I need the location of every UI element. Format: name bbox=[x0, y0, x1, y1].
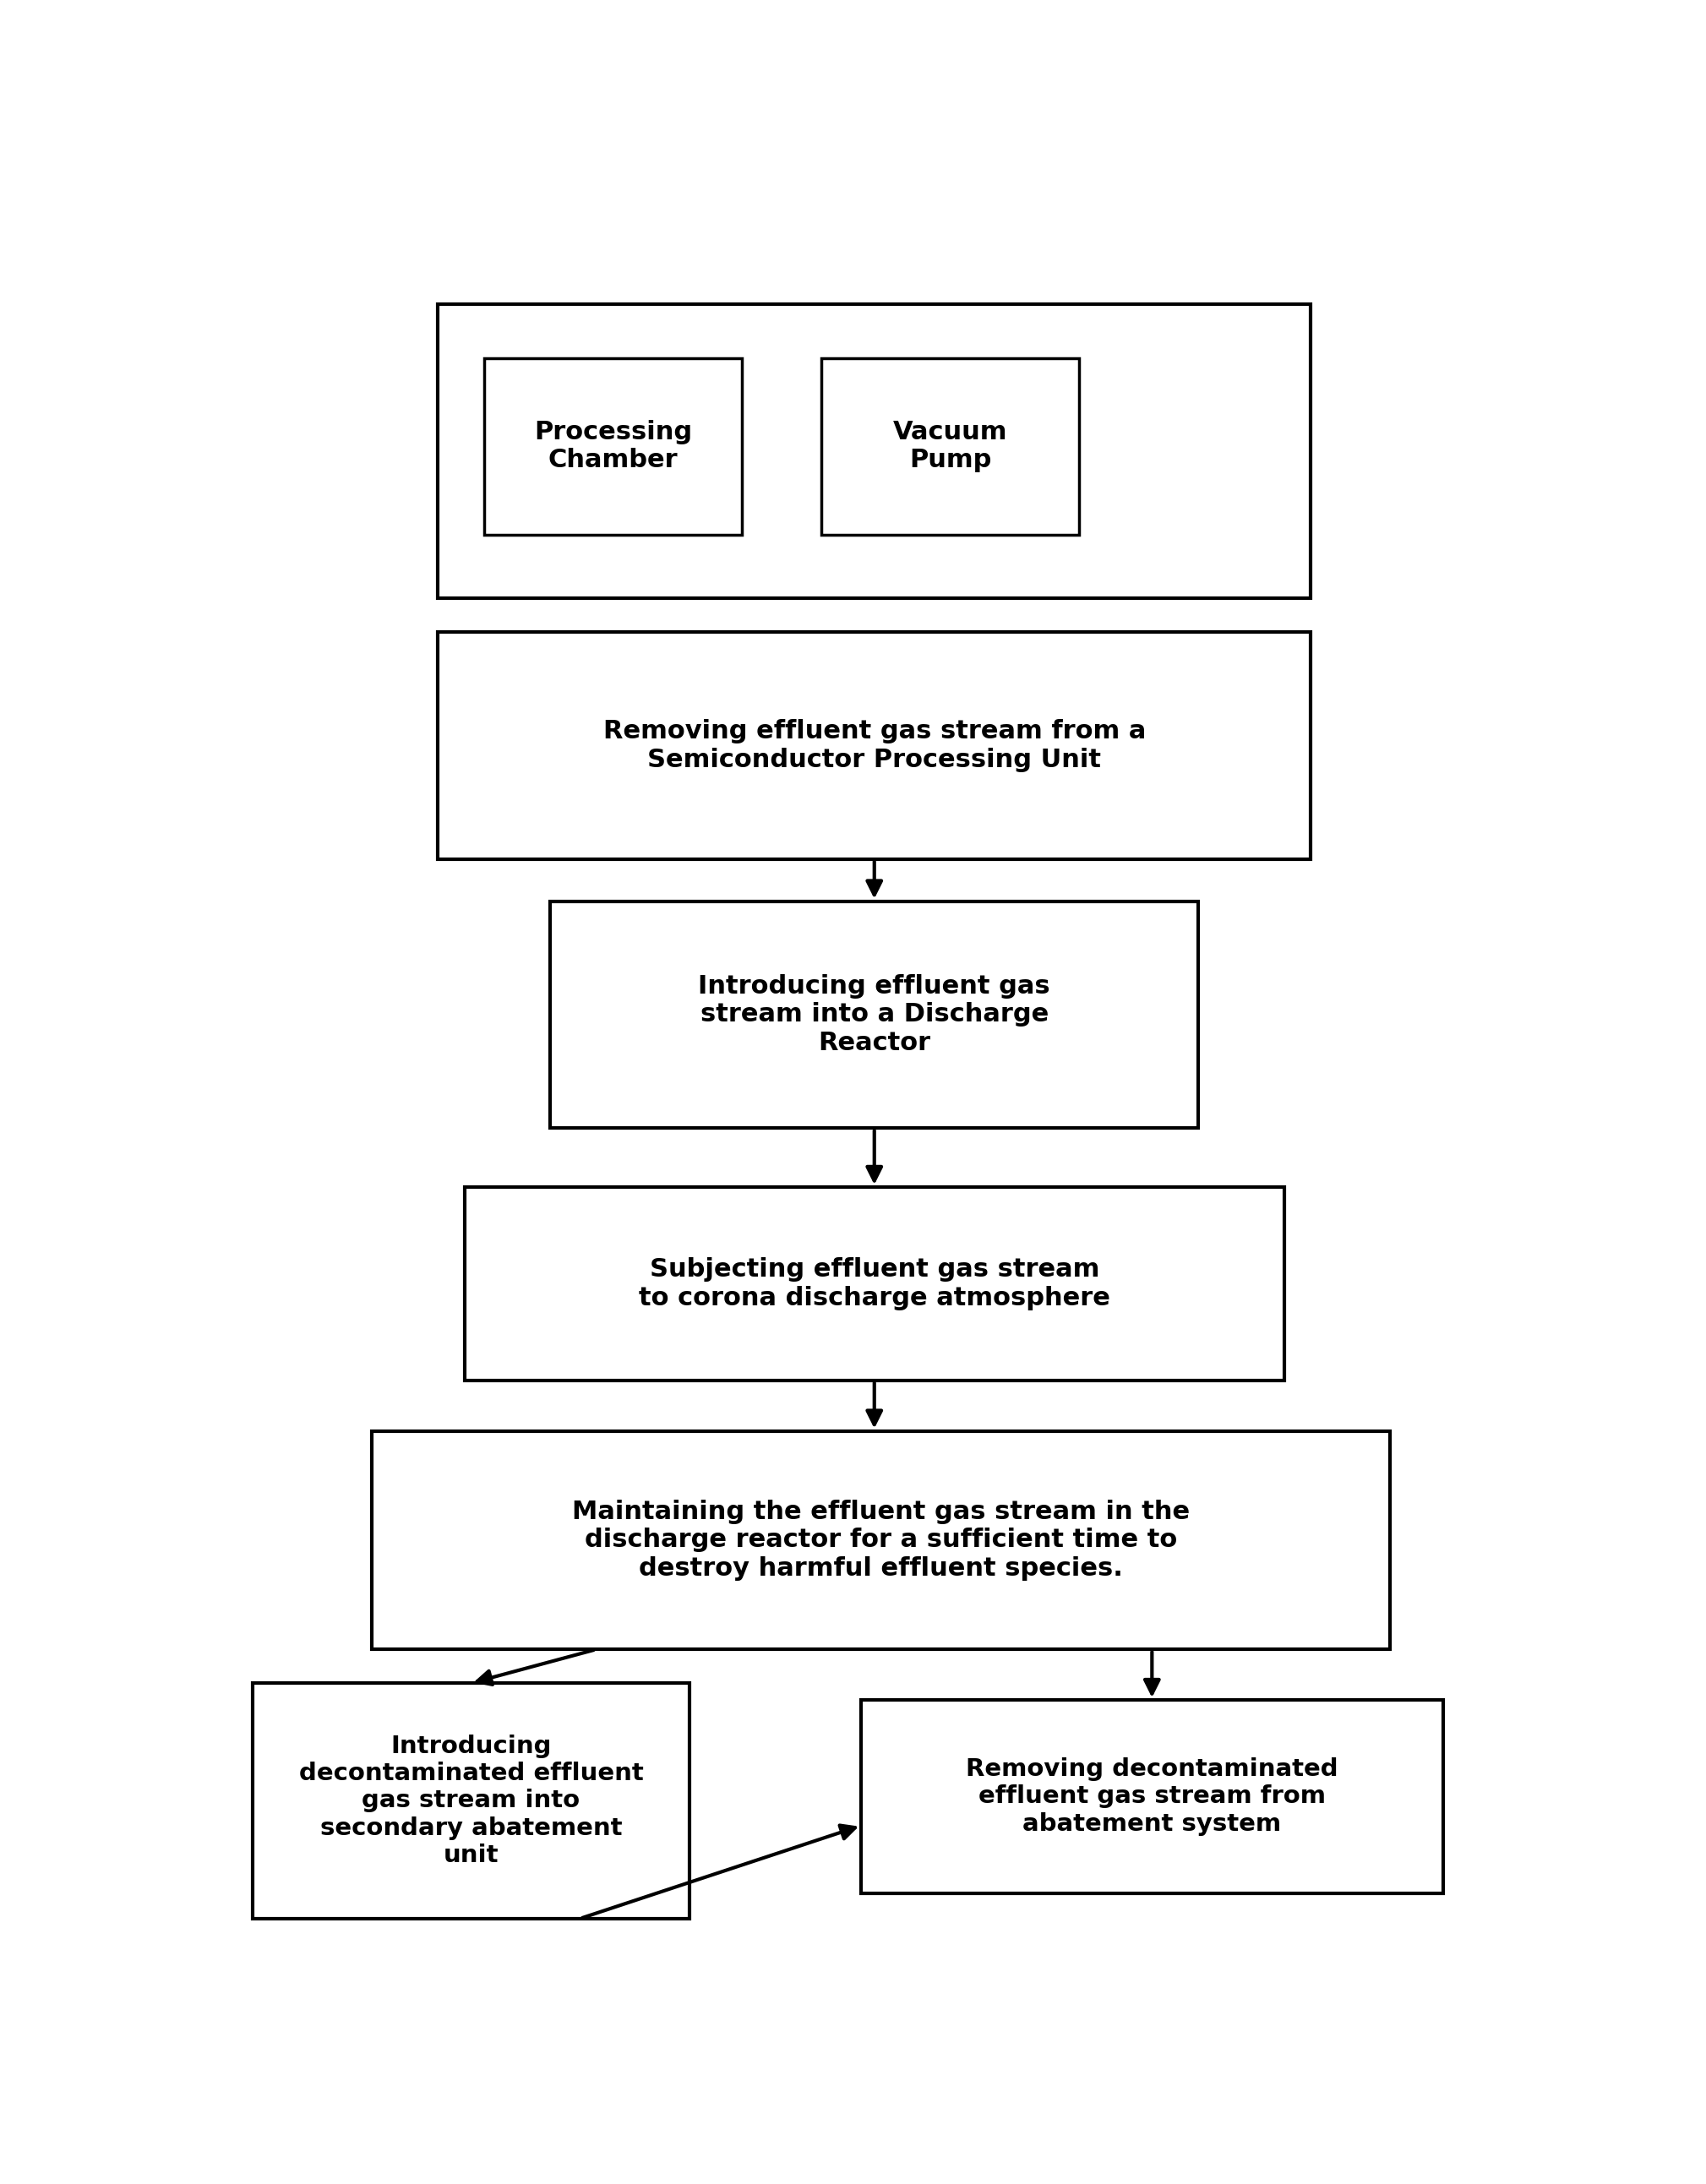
Text: Vacuum
Pump: Vacuum Pump bbox=[894, 419, 1008, 472]
FancyBboxPatch shape bbox=[551, 902, 1198, 1129]
FancyBboxPatch shape bbox=[438, 304, 1310, 598]
FancyBboxPatch shape bbox=[862, 1699, 1443, 1894]
FancyBboxPatch shape bbox=[464, 1188, 1285, 1380]
Text: Removing effluent gas stream from a
Semiconductor Processing Unit: Removing effluent gas stream from a Semi… bbox=[602, 719, 1146, 771]
FancyBboxPatch shape bbox=[822, 358, 1080, 535]
FancyBboxPatch shape bbox=[485, 358, 742, 535]
Text: Processing
Chamber: Processing Chamber bbox=[534, 419, 693, 472]
FancyBboxPatch shape bbox=[372, 1431, 1390, 1649]
Text: Subjecting effluent gas stream
to corona discharge atmosphere: Subjecting effluent gas stream to corona… bbox=[638, 1258, 1111, 1310]
FancyBboxPatch shape bbox=[252, 1684, 689, 1918]
Text: Maintaining the effluent gas stream in the
discharge reactor for a sufficient ti: Maintaining the effluent gas stream in t… bbox=[572, 1500, 1189, 1581]
Text: Removing decontaminated
effluent gas stream from
abatement system: Removing decontaminated effluent gas str… bbox=[966, 1758, 1338, 1837]
Text: Introducing effluent gas
stream into a Discharge
Reactor: Introducing effluent gas stream into a D… bbox=[698, 974, 1051, 1055]
Text: Introducing
decontaminated effluent
gas stream into
secondary abatement
unit: Introducing decontaminated effluent gas … bbox=[299, 1734, 643, 1867]
FancyBboxPatch shape bbox=[438, 631, 1310, 858]
